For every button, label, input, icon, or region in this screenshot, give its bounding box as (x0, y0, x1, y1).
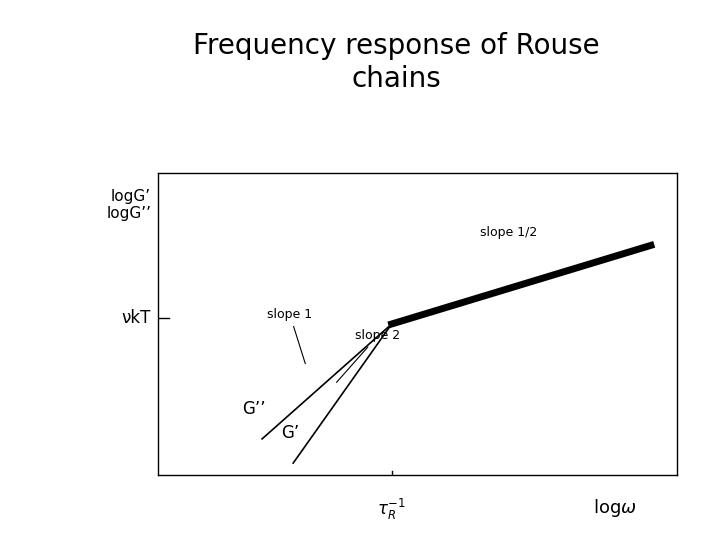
Text: G’: G’ (282, 424, 300, 442)
Text: slope 2: slope 2 (336, 329, 400, 382)
Text: G’’: G’’ (243, 400, 266, 417)
Text: logG’
logG’’: logG’ logG’’ (107, 189, 151, 221)
Text: Frequency response of Rouse
chains: Frequency response of Rouse chains (193, 32, 599, 93)
Text: slope 1: slope 1 (267, 308, 312, 363)
Text: νkT: νkT (122, 309, 151, 327)
Text: $\tau_R^{-1}$: $\tau_R^{-1}$ (377, 497, 406, 522)
Text: slope 1/2: slope 1/2 (480, 226, 537, 239)
Text: log$\omega$: log$\omega$ (593, 497, 636, 519)
